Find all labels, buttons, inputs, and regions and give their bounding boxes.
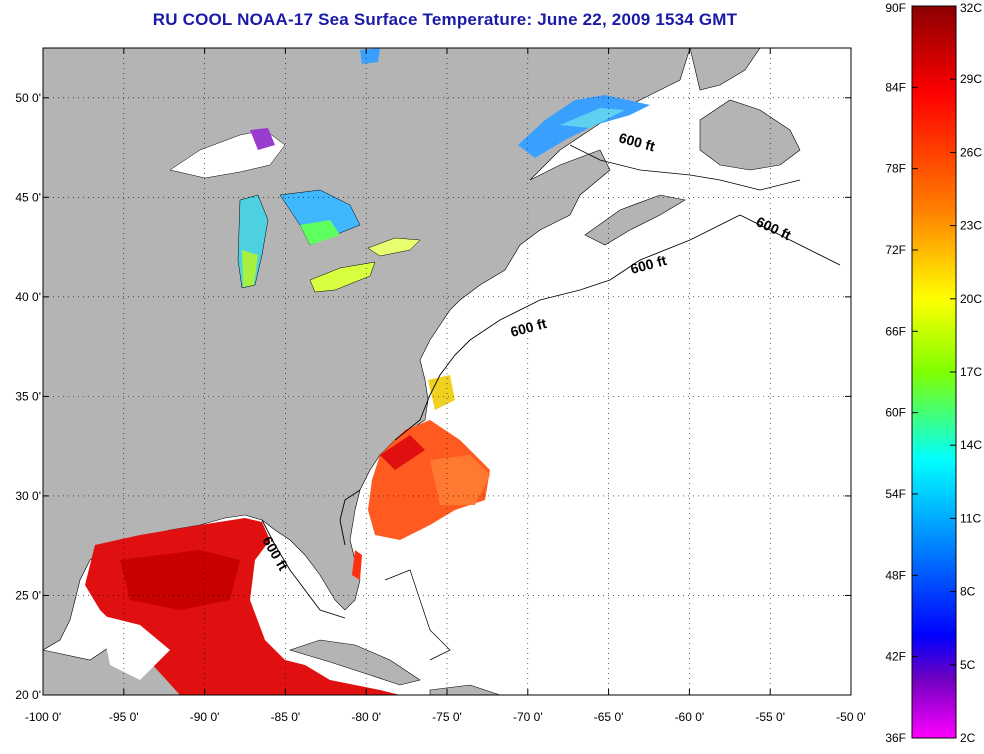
- colorbar-f-label: 42F: [885, 650, 906, 664]
- y-tick-label: 30 0': [15, 489, 41, 503]
- colorbar-c-label: 8C: [960, 585, 976, 599]
- land-nova-scotia: [584, 194, 686, 246]
- x-tick-label: -95 0': [109, 710, 139, 724]
- colorbar-f-label: 78F: [885, 162, 906, 176]
- x-tick-label: -75 0': [432, 710, 462, 724]
- colorbar: [911, 5, 957, 739]
- y-tick-label: 45 0': [15, 190, 41, 204]
- colorbar-c-label: 17C: [960, 365, 982, 379]
- colorbar-c-label: 29C: [960, 72, 982, 86]
- map-title: RU COOL NOAA-17 Sea Surface Temperature:…: [152, 10, 738, 29]
- colorbar-f-label: 66F: [885, 324, 906, 338]
- colorbar-c-label: 14C: [960, 438, 982, 452]
- lake-erie: [309, 261, 376, 293]
- x-tick-label: -50 0': [836, 710, 866, 724]
- colorbar-f-label: 72F: [885, 243, 906, 257]
- lake-huron: [279, 189, 361, 246]
- y-tick-label: 25 0': [15, 588, 41, 602]
- y-tick-label: 35 0': [15, 389, 41, 403]
- colorbar-f-label: 48F: [885, 568, 906, 582]
- contour-600ft: [261, 214, 841, 619]
- colorbar-c-label: 11C: [960, 511, 981, 525]
- colorbar-f-label: 60F: [885, 406, 906, 420]
- colorbar-c-label: 23C: [960, 219, 982, 233]
- x-tick-label: -100 0': [25, 710, 61, 724]
- colorbar-f-label: 90F: [885, 1, 906, 15]
- x-tick-label: -80 0': [351, 710, 381, 724]
- x-tick-label: -85 0': [271, 710, 301, 724]
- land-cuba: [289, 639, 421, 686]
- colorbar-f-label: 36F: [885, 731, 906, 745]
- colorbar-c-label: 20C: [960, 292, 982, 306]
- x-tick-label: -90 0': [190, 710, 220, 724]
- colorbar-c-label: 5C: [960, 658, 976, 672]
- x-tick-label: -70 0': [513, 710, 543, 724]
- colorbar-c-label: 26C: [960, 145, 982, 159]
- x-tick-label: -60 0': [675, 710, 705, 724]
- y-tick-label: 40 0': [15, 290, 41, 304]
- colorbar-f-label: 84F: [885, 80, 906, 94]
- colorbar-c-label: 2C: [960, 731, 976, 745]
- y-tick-label: 20 0': [15, 688, 41, 702]
- y-tick-label: 50 0': [15, 91, 41, 105]
- land-newfoundland: [699, 99, 801, 171]
- x-tick-label: -65 0': [594, 710, 624, 724]
- lake-ontario: [367, 237, 421, 257]
- colorbar-f-label: 54F: [885, 487, 906, 501]
- colorbar-c-label: 32C: [960, 1, 982, 15]
- x-tick-label: -55 0': [755, 710, 785, 724]
